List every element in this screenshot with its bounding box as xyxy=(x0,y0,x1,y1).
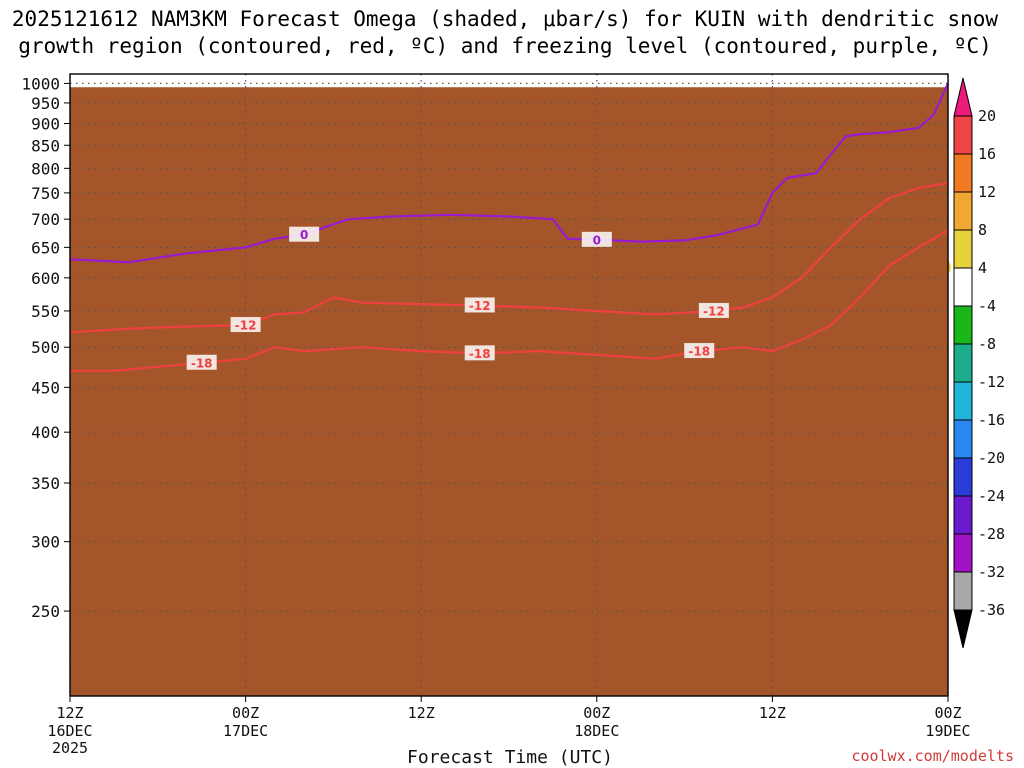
y-tick-label: 650 xyxy=(31,238,60,257)
colorbar-segment xyxy=(953,381,973,421)
colorbar-segment xyxy=(953,495,973,535)
y-tick-label: 800 xyxy=(31,159,60,178)
y-tick-label: 450 xyxy=(31,378,60,397)
x-tick-label: 12Z xyxy=(56,704,83,722)
plot-frame xyxy=(69,73,949,697)
contour-label: -18 xyxy=(191,356,213,370)
y-tick-label: 400 xyxy=(31,423,60,442)
colorbar-label: -12 xyxy=(978,373,1005,391)
contour-label-bg xyxy=(464,297,495,313)
colorbar-label: 4 xyxy=(978,259,987,277)
colorbar-segment xyxy=(953,571,973,611)
contour-label: -12 xyxy=(703,304,725,318)
colorbar-label: 16 xyxy=(978,145,996,163)
ground-terrain xyxy=(70,87,948,696)
contour-label-bg xyxy=(230,317,261,333)
y-tick-label: 1000 xyxy=(21,74,60,93)
colorbar-label: -20 xyxy=(978,449,1005,467)
colorbar-segment xyxy=(953,191,973,231)
colorbar-segment xyxy=(953,153,973,193)
contour-label: -12 xyxy=(235,319,257,333)
y-tick-label: 550 xyxy=(31,302,60,321)
colorbar-segment xyxy=(953,419,973,459)
x-tick-year: 2025 xyxy=(52,739,88,757)
x-tick-label: 00Z xyxy=(583,704,610,722)
colorbar-segment xyxy=(953,267,973,307)
contour-line-purple xyxy=(69,82,949,264)
contour-label: 0 xyxy=(300,228,308,242)
y-tick-label: 350 xyxy=(31,474,60,493)
x-tick-date: 19DEC xyxy=(925,722,970,740)
x-tick-label: 00Z xyxy=(232,704,259,722)
y-tick-label: 850 xyxy=(31,136,60,155)
colorbar-segment xyxy=(953,229,973,269)
contour-layer: -18 -18 -18 -12 -12 -12 0 0 xyxy=(69,82,949,372)
x-axis-label: Forecast Time (UTC) xyxy=(407,747,613,768)
y-tick-label: 900 xyxy=(31,115,60,134)
contour-line-red xyxy=(70,229,949,372)
colorbar-triangle-top xyxy=(953,77,973,117)
ground-layer xyxy=(70,87,948,696)
colorbar-label: 20 xyxy=(978,107,996,125)
contour-label-bg xyxy=(684,343,715,359)
colorbar-triangle-bottom xyxy=(953,609,973,649)
colorbar-segment xyxy=(953,457,973,497)
x-tick-date: 18DEC xyxy=(574,722,619,740)
contour-label: -18 xyxy=(469,347,491,361)
colorbar-label: -16 xyxy=(978,411,1005,429)
contour-label-bg xyxy=(698,302,729,318)
chart-title-line1: 2025121612 NAM3KM Forecast Omega (shaded… xyxy=(12,7,999,31)
y-tick-label: 500 xyxy=(31,338,60,357)
y-tick-label: 950 xyxy=(31,94,60,113)
contour-label-bg xyxy=(289,226,320,242)
colorbar-segment xyxy=(953,533,973,573)
y-axis: 250 300 350 400 450 500 550 600 650 700 750 800 850 9… xyxy=(21,74,70,621)
colorbar-label: -4 xyxy=(978,297,996,315)
grid-layer xyxy=(69,74,949,696)
colorbar-label: -28 xyxy=(978,525,1005,543)
contour-label-bg xyxy=(186,354,217,370)
contour-label-bg xyxy=(464,345,495,361)
y-tick-label: 750 xyxy=(31,184,60,203)
x-tick-date: 16DEC xyxy=(47,722,92,740)
colorbar-segment xyxy=(953,305,973,345)
colorbar-label: -8 xyxy=(978,335,996,353)
x-tick-label: 00Z xyxy=(934,704,961,722)
contour-label-bg xyxy=(581,231,612,247)
colorbar: 20 16 12 8 4 -4 -8 -12 -16 -20 -24 -28 -32 -36 xyxy=(953,77,1005,649)
x-tick-label: 12Z xyxy=(759,704,786,722)
contour-label: 0 xyxy=(593,233,601,247)
colorbar-label: -32 xyxy=(978,563,1005,581)
colorbar-label: -36 xyxy=(978,601,1005,619)
colorbar-label: -24 xyxy=(978,487,1005,505)
colorbar-label: 8 xyxy=(978,221,987,239)
colorbar-segment xyxy=(953,343,973,383)
chart-title-line2: growth region (contoured, red, ºC) and f… xyxy=(18,34,992,58)
y-tick-label: 300 xyxy=(31,533,60,552)
contour-label: -18 xyxy=(688,345,710,359)
colorbar-label: 12 xyxy=(978,183,996,201)
x-tick-date: 17DEC xyxy=(223,722,268,740)
y-tick-label: 600 xyxy=(31,269,60,288)
y-tick-label: 700 xyxy=(31,210,60,229)
credit-text: coolwx.com/modelts xyxy=(851,747,1014,765)
contour-label: -12 xyxy=(469,299,491,313)
x-tick-label: 12Z xyxy=(408,704,435,722)
colorbar-segment xyxy=(953,115,973,155)
y-tick-label: 250 xyxy=(31,602,60,621)
